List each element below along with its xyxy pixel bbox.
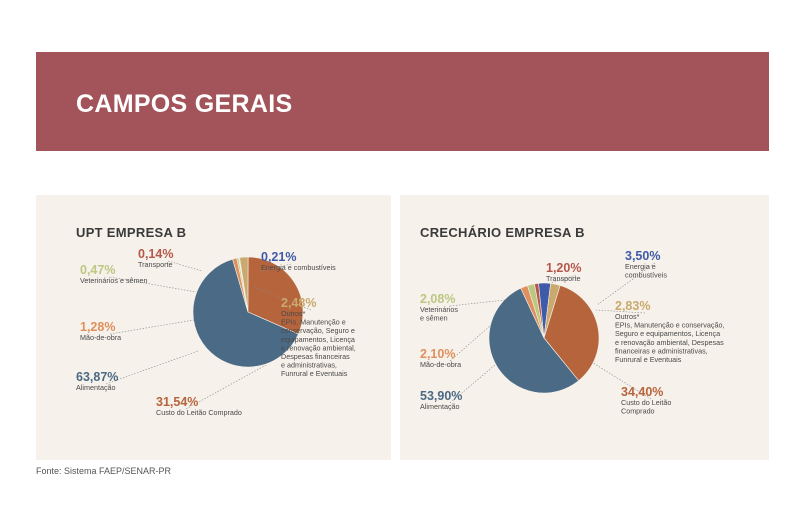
leader-line [449, 364, 496, 404]
slice-percent: 2,08% [420, 292, 455, 306]
slice-label-text: Funrural e Eventuais [615, 355, 682, 364]
slice-label-text: Transporte [546, 274, 581, 283]
slice-label-text: Energia e combustíveis [261, 263, 336, 272]
slice-label-text: Comprado [621, 407, 655, 416]
slice-percent: 2,83% [615, 299, 650, 313]
slice-label-text: e administrativas, [281, 361, 337, 370]
slice-label-text: conservação, Seguro e [281, 326, 355, 335]
pie-chart-upt: 0,14%Transporte 0,21%Energia e combustíve… [76, 247, 356, 417]
slice-percent: 34,40% [621, 385, 663, 399]
leader-line [109, 319, 195, 335]
slice-label-text: Mão-de-obra [80, 333, 121, 342]
leader-line [449, 299, 506, 307]
pie-slice-alimentacao [192, 258, 299, 368]
leader-line [105, 350, 199, 385]
slice-label-text: Veterinários [420, 305, 458, 314]
pie-slice-custo-do-leitao-comprado [247, 256, 304, 335]
slice-label-text: EPIs, Manutenção e [281, 318, 346, 327]
slice-percent: 31,54% [156, 395, 198, 409]
slice-label-text: Alimentação [76, 383, 116, 392]
slice-label-text: Custo do Leitão [621, 398, 671, 407]
slice-label-text: combustíveis [625, 271, 667, 280]
slice-label-text: Despesas financeiras [281, 352, 350, 361]
slice-label-alimentacao: 53,90%Alimentação [420, 364, 496, 411]
slice-percent: 0,47% [80, 263, 115, 277]
slice-label-text: Mão-de-obra [420, 360, 461, 369]
slice-label-text: Transporte [138, 260, 173, 269]
slice-label-text: e sêmen [420, 314, 448, 323]
slice-label-energia-e-combustiveis: 0,21%Energia e combustíveis [259, 250, 336, 273]
pie-slice-veterinarios-e-semen [527, 283, 545, 339]
slice-label-text: Funrural e Eventuais [281, 369, 348, 378]
slice-label-text: e renovação ambiental, [281, 343, 356, 352]
page-title: CAMPOS GERAIS [76, 90, 293, 118]
slice-label-text: Outros* [615, 312, 640, 321]
pie-slices-upt [192, 256, 304, 368]
leader-line [185, 364, 267, 410]
leader-line [595, 309, 646, 314]
chart-title-crechario: CRECHÁRIO EMPRESA B [420, 225, 585, 240]
slice-label-text: Seguro e equipamentos, Licença [615, 329, 720, 338]
source-note: Fonte: Sistema FAEP/SENAR-PR [36, 466, 172, 476]
slice-percent: 2,10% [420, 347, 455, 361]
slice-label-text: Alimentação [420, 402, 460, 411]
slice-percent: 53,90% [420, 389, 462, 403]
pie-chart-crechario: 1,20%Transporte 3,50%Energia ecombustívei… [420, 249, 724, 416]
pie-slices-crechario [488, 282, 600, 394]
slice-label-text: Energia e [625, 262, 656, 271]
chart-panel-crechario: CRECHÁRIO EMPRESA B 1,20% Transporte 3,50%… [400, 195, 769, 460]
slice-percent: 0,14% [138, 247, 173, 261]
slice-label-transporte: 1,20%Transporte [546, 261, 581, 284]
slice-label-text: Veterinários e sêmen [80, 276, 148, 285]
leader-line [253, 286, 312, 311]
pie-slice-alimentacao [488, 287, 580, 394]
leader-line [449, 324, 492, 362]
slice-label-transporte: 0,14%Transporte [138, 247, 203, 272]
chart-panel-upt: UPT EMPRESA B 0,14% Transporte 0,21% Energi… [36, 195, 391, 460]
slice-label-text: financeiras e administrativas, [615, 346, 708, 355]
slice-label-custo-do-leitao-comprado: 31,54%Custo do Leitão Comprado [156, 364, 267, 417]
slice-percent: 2,48% [281, 296, 316, 310]
slice-label-outros: 2,48%Outros*EPIs, Manutenção econservaçã… [253, 286, 356, 378]
slice-label-text: equipamentos, Licença [281, 335, 355, 344]
slice-label-mao-de-obra: 2,10%Mão-de-obra [420, 324, 492, 369]
slice-percent: 1,28% [80, 320, 115, 334]
header-banner: CAMPOS GERAIS [36, 52, 769, 151]
slice-percent: 1,20% [546, 261, 581, 275]
leader-line [550, 274, 577, 284]
leader-line [109, 276, 197, 293]
chart-title-upt: UPT EMPRESA B [76, 225, 187, 240]
slice-label-text: Outros* [281, 309, 306, 318]
slice-label-text: Custo do Leitão Comprado [156, 408, 242, 417]
slice-label-text: EPIs, Manutenção e conservação, [615, 321, 724, 330]
slice-percent: 0,21% [261, 250, 296, 264]
pie-slice-custo-do-leitao-comprado [543, 285, 600, 382]
pie-slice-veterinarios-e-semen [236, 257, 249, 313]
slice-label-text: e renovação ambiental, Despesas [615, 338, 724, 347]
leader-line [259, 263, 292, 273]
slice-percent: 3,50% [625, 249, 660, 263]
slice-label-outros: 2,83%Outros*EPIs, Manutenção e conservaç… [595, 299, 724, 364]
slice-label-mao-de-obra: 1,28%Mão-de-obra [80, 319, 195, 342]
slice-label-veterinarios-e-semen: 0,47%Veterinários e sêmen [80, 263, 197, 293]
slice-label-alimentacao: 63,87%Alimentação [76, 350, 199, 392]
slice-percent: 63,87% [76, 370, 118, 384]
leader-line [167, 260, 203, 272]
